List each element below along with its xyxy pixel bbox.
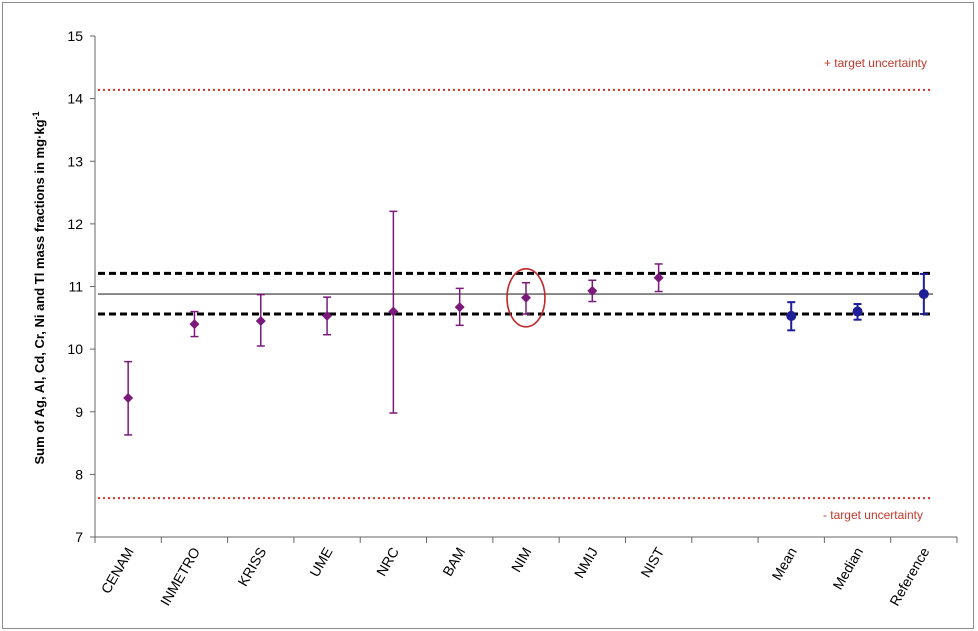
x-tick-label: UME: [306, 545, 335, 580]
y-axis-label: Sum of Ag, Al, Cd, Cr, Ni and Tl mass fr…: [31, 111, 47, 464]
highlight-circle: [506, 267, 546, 328]
y-tick-label: 15: [67, 28, 83, 44]
x-tick-label: CENAM: [98, 545, 137, 597]
x-tick-label: Mean: [768, 545, 799, 583]
data-point: [786, 310, 797, 321]
data-point: [653, 272, 664, 283]
data-point: [388, 306, 399, 317]
x-tick-label: KRISS: [235, 545, 270, 589]
x-tick-label: Reference: [886, 544, 932, 608]
nim-highlight: [506, 267, 546, 328]
upper-target-label: + target uncertainty: [824, 56, 927, 70]
data-point: [255, 315, 266, 326]
x-tick-label: INMETRO: [157, 544, 203, 608]
y-tick-label: 8: [75, 466, 83, 482]
y-axis-label-text: Sum of Ag, Al, Cd, Cr, Ni and Tl mass fr…: [32, 119, 47, 464]
data-point: [454, 302, 465, 313]
error-bars: [124, 210, 928, 436]
data-point: [322, 310, 333, 321]
x-tick-label: Median: [829, 545, 866, 593]
data-point: [587, 285, 598, 296]
y-tick-label: 7: [75, 529, 83, 545]
x-tick-label: NIM: [508, 545, 535, 575]
y-tick-label: 11: [68, 279, 83, 295]
y-tick-label: 12: [67, 216, 83, 232]
reference-lines: [98, 88, 933, 500]
x-tick-label: NIST: [637, 544, 667, 580]
x-tick-label: BAM: [439, 545, 468, 579]
lower-target-label: - target uncertainty: [823, 508, 923, 522]
data-point: [521, 292, 531, 303]
data-points: [123, 272, 929, 403]
annotations: + target uncertainty - target uncertaint…: [823, 56, 927, 522]
y-tick-label: 14: [67, 91, 83, 107]
y-tick-label: 10: [67, 341, 83, 357]
x-tick-label: NRC: [373, 545, 402, 579]
data-point: [918, 289, 929, 300]
data-point: [189, 319, 200, 330]
data-point: [852, 306, 863, 317]
y-tick-label: 9: [75, 404, 83, 420]
y-axis-label-superscript: -1: [31, 111, 41, 119]
data-point: [123, 392, 134, 403]
y-tick-label: 13: [67, 153, 83, 169]
x-tick-label: NMIJ: [571, 545, 601, 581]
